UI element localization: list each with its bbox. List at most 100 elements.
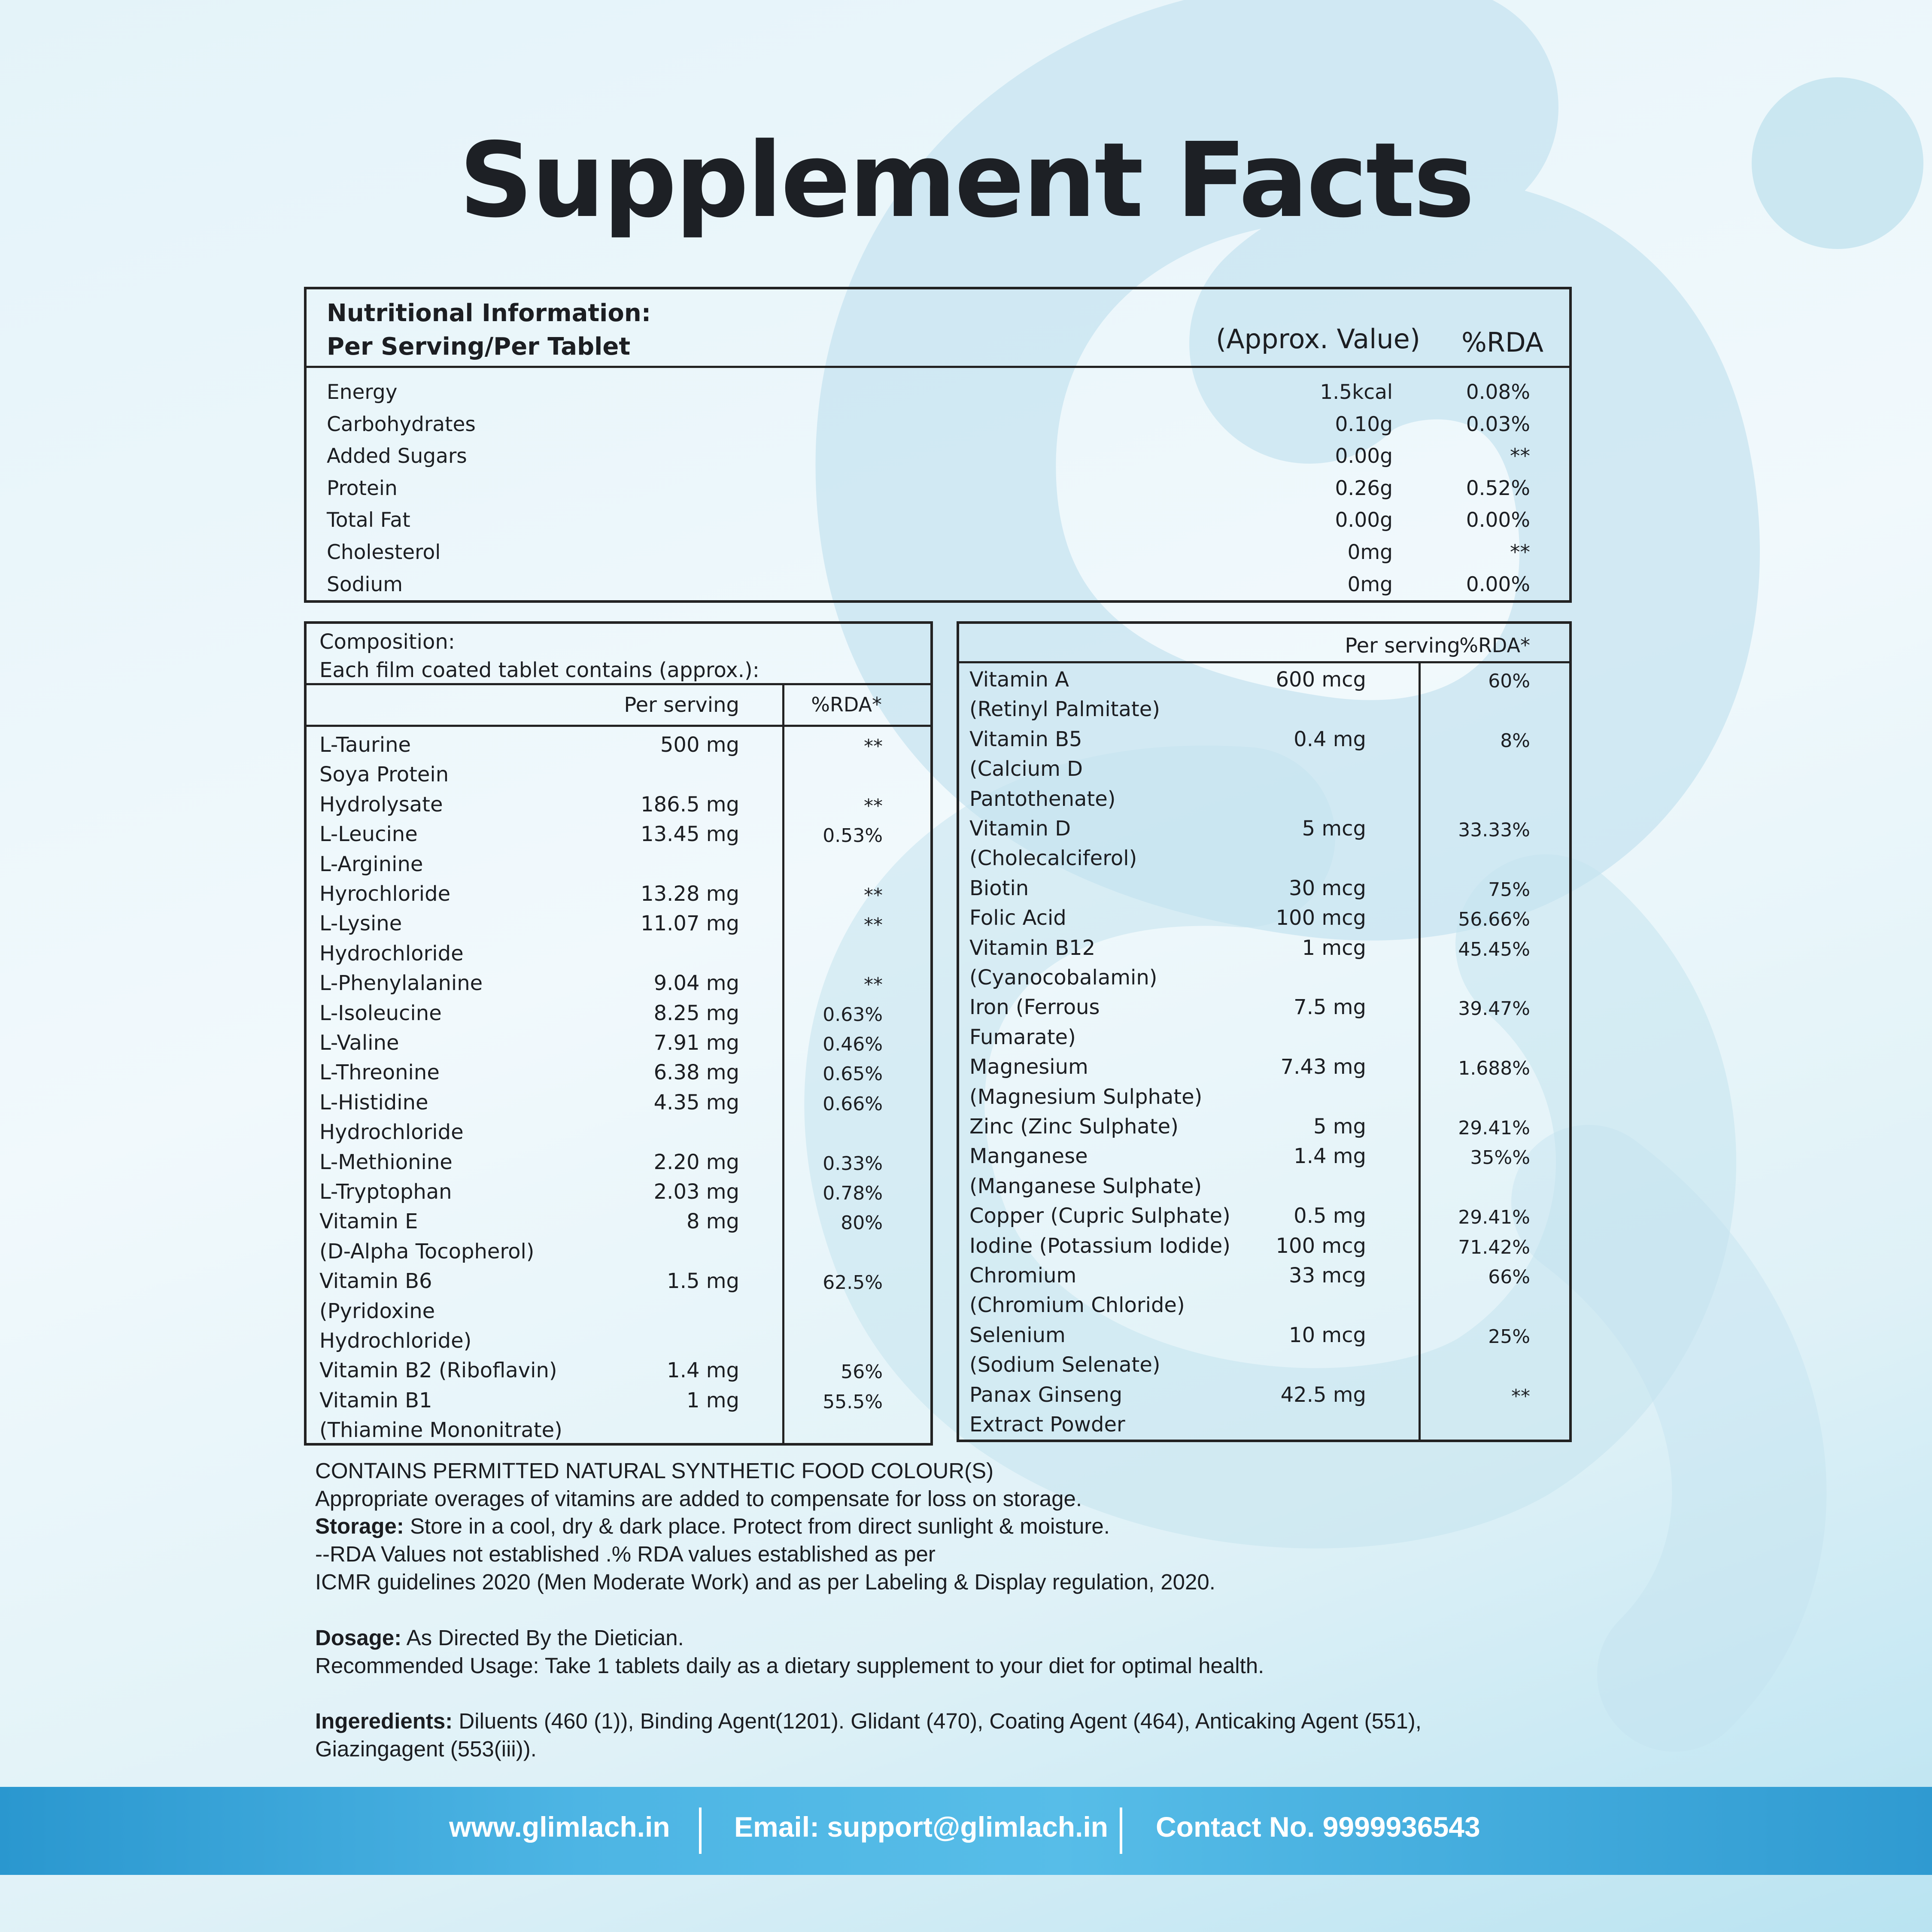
composition-subheading: Each film coated tablet contains (approx… (319, 658, 759, 682)
item-name-line: Panax Ginseng (969, 1382, 1123, 1407)
item-amount: 11.07 mg (641, 911, 739, 936)
item-name-line: Magnesium (969, 1055, 1088, 1079)
item-name-line: Vitamin A (969, 668, 1069, 692)
dosage-label: Dosage: (315, 1625, 402, 1650)
nutrient-rda: ** (1510, 541, 1530, 564)
storage-text: Store in a cool, dry & dark place. Prote… (404, 1514, 1110, 1538)
divider (307, 683, 930, 685)
email-link[interactable]: Email: support@glimlach.in (734, 1811, 1109, 1843)
item-rda: ** (864, 795, 883, 817)
item-rda: ** (864, 884, 883, 906)
note-dosage: Dosage: As Directed By the Dietician. (315, 1627, 684, 1649)
note-rda-2: ICMR guidelines 2020 (Men Moderate Work)… (315, 1570, 1215, 1594)
divider (1419, 661, 1421, 1442)
divider (307, 725, 930, 727)
item-name-line: Vitamin B12 (969, 936, 1096, 960)
item-rda: 0.78% (823, 1182, 883, 1204)
item-rda: 25% (1488, 1325, 1530, 1348)
item-name-line: (Manganese Sulphate) (969, 1174, 1202, 1198)
item-amount: 100 mcg (1276, 1233, 1367, 1258)
item-rda: ** (1511, 1385, 1530, 1407)
item-name-line: (Chromium Chloride) (969, 1293, 1185, 1318)
nutrient-name: Total Fat (327, 508, 410, 532)
item-amount: 186.5 mg (641, 792, 739, 817)
item-rda: 29.41% (1458, 1117, 1530, 1139)
item-name-line: (Sodium Selenate) (969, 1353, 1160, 1377)
item-rda: 0.33% (823, 1152, 883, 1175)
item-amount: 13.45 mg (641, 822, 739, 847)
item-name-line: L-Isoleucine (319, 1001, 442, 1025)
nutrient-name: Protein (327, 476, 398, 500)
note-colour: CONTAINS PERMITTED NATURAL SYNTHETIC FOO… (315, 1458, 994, 1483)
item-rda: 0.63% (823, 1003, 883, 1026)
nutrient-rda: 0.08% (1466, 380, 1530, 404)
item-amount: 1.4 mg (1294, 1144, 1366, 1169)
item-rda: 0.53% (823, 825, 883, 847)
item-name-line: Selenium (969, 1323, 1066, 1347)
nutrient-rda: 0.00% (1466, 572, 1530, 596)
item-rda: 33.33% (1458, 819, 1530, 841)
nutrient-rda: 0.00% (1466, 508, 1530, 532)
item-amount: 6.38 mg (653, 1060, 739, 1085)
item-rda: ** (864, 974, 883, 996)
item-rda: 80% (841, 1212, 883, 1234)
nutrient-name: Cholesterol (327, 541, 441, 564)
item-name-line: L-Arginine (319, 852, 423, 876)
item-rda: 29.41% (1458, 1206, 1530, 1229)
item-rda: 55.5% (823, 1391, 883, 1413)
item-name-line: (D-Alpha Tocopherol) (319, 1239, 535, 1264)
item-rda: ** (864, 735, 883, 757)
item-name-line: Hydrochloride (319, 1120, 464, 1145)
item-amount: 1 mcg (1302, 936, 1366, 960)
item-amount: 600 mcg (1276, 668, 1367, 692)
item-amount: 10 mcg (1289, 1323, 1366, 1347)
item-name-line: Extract Powder (969, 1413, 1125, 1437)
item-rda: 75% (1488, 878, 1530, 901)
item-amount: 1.4 mg (667, 1358, 739, 1383)
nutrient-rda: 0.52% (1466, 476, 1530, 500)
nutrient-value: 0mg (1347, 572, 1393, 596)
item-amount: 0.5 mg (1294, 1204, 1366, 1228)
item-name-line: Hyrochloride (319, 882, 451, 906)
item-amount: 4.35 mg (653, 1090, 739, 1115)
composition-table: Composition: Each film coated tablet con… (304, 621, 933, 1446)
item-amount: 33 mcg (1289, 1264, 1366, 1288)
item-name-line: L-Histidine (319, 1090, 428, 1115)
item-name-line: L-Lysine (319, 911, 402, 936)
item-name-line: Hydrochloride) (319, 1329, 472, 1353)
item-rda: 35%% (1470, 1147, 1530, 1169)
item-amount: 500 mg (660, 733, 739, 757)
divider (307, 366, 1569, 368)
website-link[interactable]: www.glimlach.in (449, 1811, 670, 1843)
item-name-line: Vitamin D (969, 817, 1071, 841)
item-rda: 60% (1488, 670, 1530, 692)
item-rda: 62.5% (823, 1272, 883, 1294)
item-rda: 0.65% (823, 1063, 883, 1085)
nutrient-value: 0.00g (1335, 508, 1393, 532)
item-name-line: Fumarate) (969, 1025, 1076, 1049)
note-usage: Recommended Usage: Take 1 tablets daily … (315, 1653, 1264, 1678)
item-rda: 39.47% (1458, 998, 1530, 1020)
vitamins-col-rda: %RDA* (1459, 634, 1530, 657)
item-rda: ** (864, 914, 883, 936)
item-amount: 2.03 mg (653, 1180, 739, 1204)
item-amount: 9.04 mg (653, 971, 739, 996)
item-rda: 8% (1500, 729, 1530, 752)
item-name-line: Vitamin B6 (319, 1269, 432, 1294)
storage-label: Storage: (315, 1514, 404, 1538)
item-amount: 2.20 mg (653, 1150, 739, 1174)
item-name-line: Copper (Cupric Sulphate) (969, 1204, 1230, 1228)
item-rda: 71.42% (1458, 1236, 1530, 1258)
item-name-line: L-Taurine (319, 733, 411, 757)
ingredients-label: Ingeredients: (315, 1709, 453, 1733)
item-name-line: Vitamin B5 (969, 727, 1082, 751)
nutrition-heading: Nutritional Information: (327, 299, 651, 327)
item-amount: 7.5 mg (1294, 995, 1366, 1020)
item-name-line: (Calcium D (969, 757, 1083, 781)
item-rda: 0.66% (823, 1093, 883, 1115)
nutrient-value: 0mg (1347, 541, 1393, 564)
item-amount: 8.25 mg (653, 1001, 739, 1025)
phone-link[interactable]: Contact No. 9999936543 (1156, 1811, 1480, 1843)
item-rda: 56.66% (1458, 908, 1530, 931)
item-name-line: L-Phenylalanine (319, 971, 483, 996)
